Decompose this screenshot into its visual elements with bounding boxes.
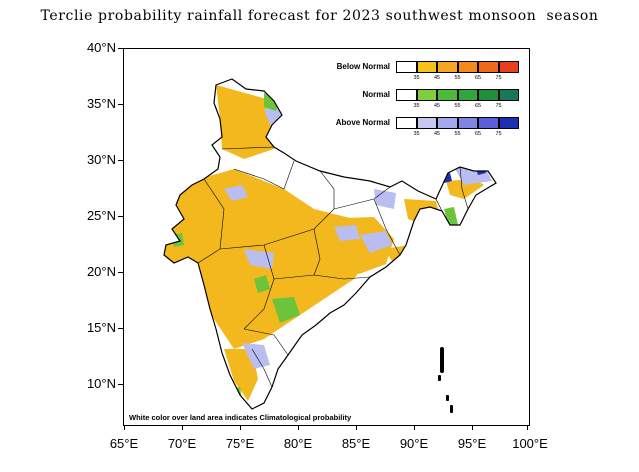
legend-swatch [498,61,519,73]
x-tick-label-95e: 95°E [457,436,487,451]
x-tick [240,425,241,430]
x-tick [124,425,125,430]
normal-region [172,233,184,247]
map-footnote: White color over land area indicates Cli… [129,413,352,422]
map-frame: Below Normal Normal Above Normal 35 45 55 6… [123,48,530,426]
y-tick [118,384,123,385]
legend-swatch [457,61,478,73]
india-map [163,78,497,413]
andaman-nicobar-islands [438,347,453,413]
y-tick [118,104,123,105]
legend-tick-label: 55 [454,75,461,81]
below-normal-region [314,217,394,274]
legend-label-above-normal: Above Normal [335,118,390,127]
y-tick-label-15n: 15°N [86,320,116,335]
legend-tick-label: 35 [413,75,420,81]
y-tick-label-35n: 35°N [86,96,116,111]
x-tick-label-90e: 90°E [399,436,429,451]
y-tick-label-10n: 10°N [86,376,116,391]
legend-swatch [437,117,458,129]
legend-swatch [478,89,499,101]
legend-tick-label: 55 [454,103,461,109]
x-tick [527,425,528,430]
legend-swatch [396,117,417,129]
legend-swatch [498,89,519,101]
x-tick [472,425,473,430]
legend-tick-label: 65 [474,103,482,109]
y-tick-label-40n: 40°N [86,40,116,55]
state-boundaries [197,146,469,388]
y-tick-label-30n: 30°N [86,152,116,167]
x-tick [298,425,299,430]
normal-region [254,275,270,293]
y-tick [118,160,123,161]
y-tick [118,328,123,329]
above-normal-region [360,231,392,253]
legend-swatch [478,61,499,73]
legend-tick-label: 35 [413,103,420,109]
legend-swatch [457,117,478,129]
below-normal-region [224,349,258,401]
legend-tick-label: 55 [454,131,461,137]
legend-swatch [396,61,417,73]
x-tick-label-70e: 70°E [167,436,197,451]
legend-tick-label: 65 [474,75,482,81]
y-tick [118,272,123,273]
above-normal-region [334,225,360,241]
y-tick [118,216,123,217]
normal-region [230,387,242,399]
legend-swatch [498,117,519,129]
legend-tick-label: 75 [495,103,502,109]
legend-swatch [457,89,478,101]
legend-tick-label: 75 [495,131,502,137]
above-normal-region [374,189,396,209]
legend-swatch [478,117,499,129]
y-tick-label-20n: 20°N [86,264,116,279]
legend-tick-label: 45 [433,75,441,81]
legend-swatch [416,117,437,129]
above-normal-region [224,185,248,201]
legend-tick-label: 45 [433,131,441,137]
x-tick-label-80e: 80°E [283,436,313,451]
legend-label-normal: Normal [362,90,390,99]
legend-swatch [416,61,437,73]
x-tick-label-100e: 100°E [512,436,548,451]
x-tick [414,425,415,430]
legend-tick-label: 45 [433,103,441,109]
legend-swatch [416,89,437,101]
normal-region [272,297,300,323]
x-tick-label-65e: 65°E [109,436,139,451]
y-tick [118,48,123,49]
x-tick-label-85e: 85°E [341,436,371,451]
legend-swatch [437,89,458,101]
legend-tick-label: 35 [413,131,420,137]
legend-tick-label: 75 [495,75,502,81]
legend-swatch [396,89,417,101]
below-normal-region [446,179,484,199]
x-tick [356,425,357,430]
legend-label-below-normal: Below Normal [336,62,390,71]
y-tick-label-25n: 25°N [86,208,116,223]
x-tick-label-75e: 75°E [225,436,255,451]
legend-tick-label: 65 [474,131,482,137]
map-title: Terclie probability rainfall forecast fo… [40,8,599,24]
x-tick [182,425,183,430]
legend-swatch [437,61,458,73]
